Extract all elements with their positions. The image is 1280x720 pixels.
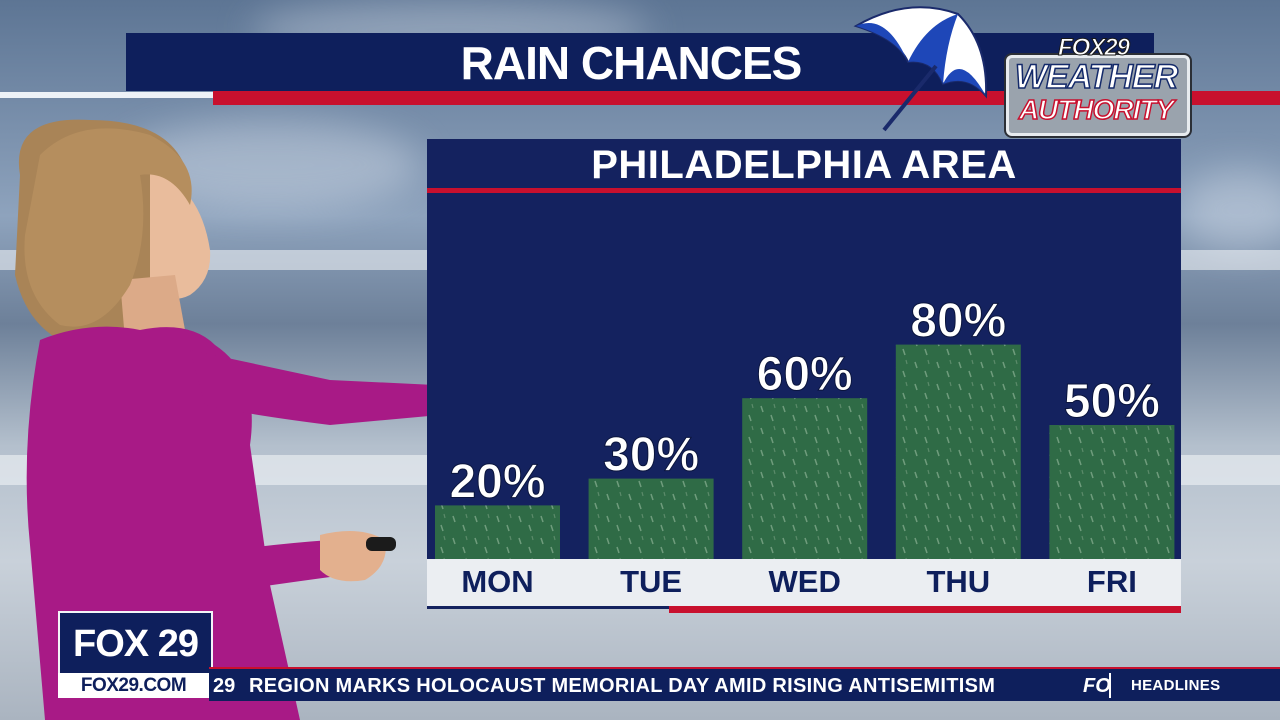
background-cloud xyxy=(1180,170,1280,250)
ticker-fragment: 29 xyxy=(213,675,236,697)
station-url: FOX29.COM xyxy=(58,673,209,698)
ticker-section-label: HEADLINES xyxy=(1131,677,1221,694)
day-label-tue: TUE xyxy=(620,564,682,599)
bar-tue xyxy=(588,478,714,559)
value-label-wed: 60% xyxy=(757,348,853,401)
value-label-fri: 50% xyxy=(1064,375,1160,428)
value-label-mon: 20% xyxy=(449,455,545,508)
day-label-fri: FRI xyxy=(1087,564,1137,599)
bar-mon xyxy=(435,505,560,559)
logo-authority-text: AUTHORITY xyxy=(1018,93,1175,126)
value-label-tue: 30% xyxy=(603,429,699,482)
bar-fri xyxy=(1049,425,1175,559)
station-url-text: FOX29.COM xyxy=(80,675,187,696)
chart-title: PHILADELPHIA AREA xyxy=(591,143,1017,187)
day-label-mon: MON xyxy=(461,564,533,599)
chart-bottom-accent xyxy=(669,606,1181,613)
logo-fox29-text: FOX29 xyxy=(1057,34,1130,62)
station-logo-text: FOX 29 xyxy=(73,623,199,665)
chart-title-underline xyxy=(427,188,1181,193)
chart-panel: PHILADELPHIA AREA 20% MON 30% TUE 60% WED 80% T… xyxy=(427,139,1181,613)
bar-wed xyxy=(742,398,868,559)
ticker-divider xyxy=(1109,673,1111,698)
day-label-thu: THU xyxy=(926,564,990,599)
day-label-wed: WED xyxy=(769,564,841,599)
value-label-thu: 80% xyxy=(910,295,1006,348)
page-title: RAIN CHANCES xyxy=(460,37,803,89)
station-logo: FOX 29 xyxy=(58,611,213,675)
title-accent-line xyxy=(0,92,213,98)
ticker-logo-fragment: FO xyxy=(1083,675,1111,697)
day-label-strip xyxy=(427,559,1181,606)
bar-thu xyxy=(895,344,1021,559)
logo-weather-text: WEATHER xyxy=(1014,57,1179,97)
title-bar: RAIN CHANCES xyxy=(126,33,1154,91)
news-ticker: 29 REGION MARKS HOLOCAUST MEMORIAL DAY A… xyxy=(209,667,1280,701)
weather-authority-logo xyxy=(1006,55,1190,136)
rain-chance-chart: 20% MON 30% TUE 60% WED 80% THU 50% FRI xyxy=(435,294,1175,599)
ticker-headline: REGION MARKS HOLOCAUST MEMORIAL DAY AMID… xyxy=(249,675,996,697)
umbrella-icon xyxy=(853,6,988,132)
